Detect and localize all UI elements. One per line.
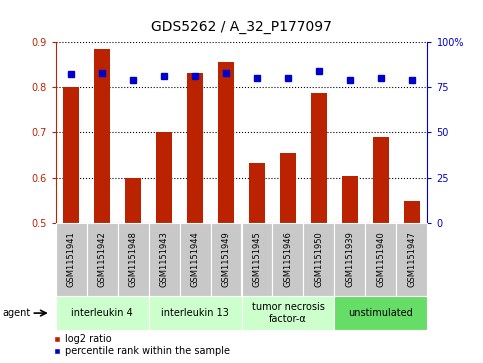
Bar — [94, 49, 110, 223]
Text: GSM1151946: GSM1151946 — [284, 232, 293, 287]
Bar — [373, 137, 389, 223]
Bar — [404, 201, 420, 223]
Text: GSM1151949: GSM1151949 — [222, 232, 230, 287]
Text: GSM1151942: GSM1151942 — [98, 232, 107, 287]
Text: GSM1151941: GSM1151941 — [67, 232, 75, 287]
Text: interleukin 13: interleukin 13 — [161, 308, 229, 318]
Text: GSM1151945: GSM1151945 — [253, 232, 261, 287]
Text: agent: agent — [2, 308, 30, 318]
Text: GSM1151950: GSM1151950 — [314, 232, 324, 287]
Bar — [311, 93, 327, 223]
Text: tumor necrosis
factor-α: tumor necrosis factor-α — [252, 302, 325, 324]
Bar — [125, 178, 141, 223]
Bar — [249, 163, 265, 223]
Text: GDS5262 / A_32_P177097: GDS5262 / A_32_P177097 — [151, 20, 332, 34]
Bar — [280, 153, 296, 223]
Bar — [342, 176, 358, 223]
Legend: log2 ratio, percentile rank within the sample: log2 ratio, percentile rank within the s… — [53, 334, 230, 356]
Bar — [63, 87, 79, 223]
Text: interleukin 4: interleukin 4 — [71, 308, 133, 318]
Text: GSM1151940: GSM1151940 — [376, 232, 385, 287]
Bar — [218, 62, 234, 223]
Bar — [156, 132, 172, 223]
Text: GSM1151947: GSM1151947 — [408, 232, 416, 287]
Text: GSM1151939: GSM1151939 — [345, 232, 355, 287]
Text: GSM1151944: GSM1151944 — [190, 232, 199, 287]
Text: GSM1151948: GSM1151948 — [128, 232, 138, 287]
Bar — [187, 73, 203, 223]
Text: GSM1151943: GSM1151943 — [159, 232, 169, 287]
Text: unstimulated: unstimulated — [349, 308, 413, 318]
